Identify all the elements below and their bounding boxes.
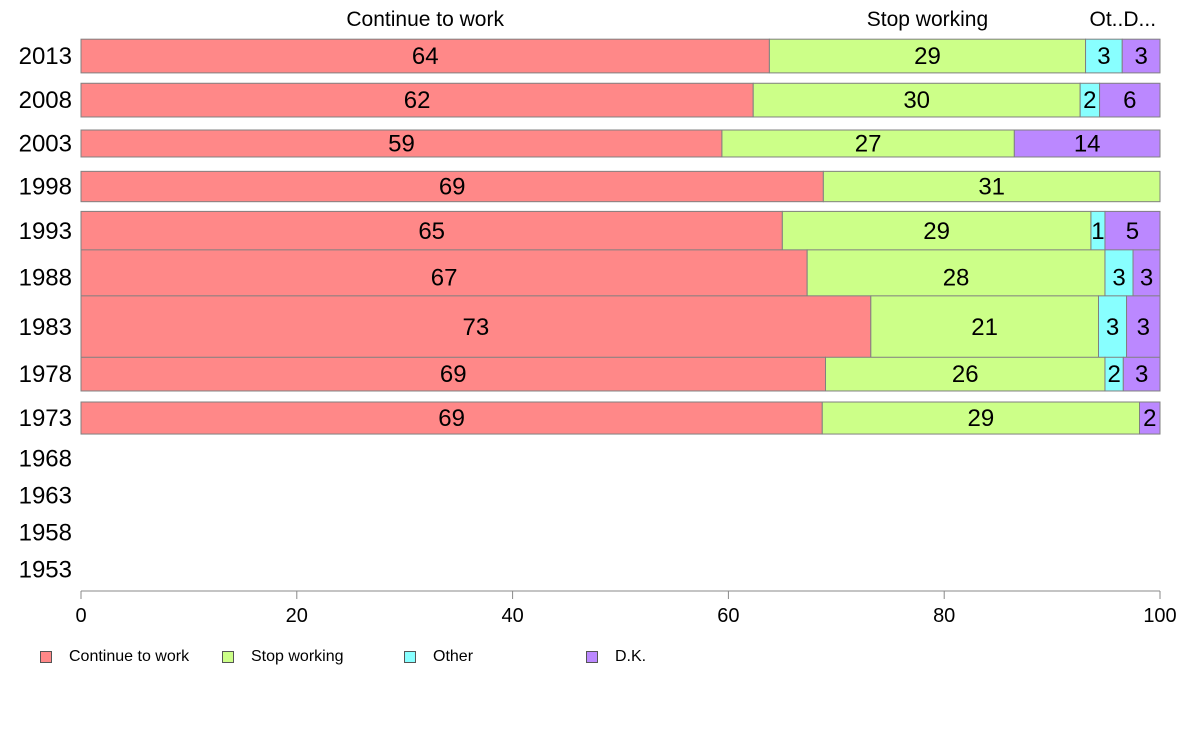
data-label-other-1983: 3 bbox=[1106, 314, 1119, 341]
data-label-other-2013: 3 bbox=[1097, 43, 1110, 70]
data-label-other-1988: 3 bbox=[1112, 265, 1125, 292]
legend-swatch-dk bbox=[586, 651, 598, 663]
data-label-stop-working-1973: 29 bbox=[968, 405, 995, 432]
data-label-stop-working-2003: 27 bbox=[855, 130, 882, 157]
bar-stop-working-1993 bbox=[781, 210, 1092, 251]
data-label-stop-working-1988: 28 bbox=[943, 265, 970, 292]
x-tick-label-20: 20 bbox=[286, 605, 308, 627]
x-tick-label-60: 60 bbox=[717, 605, 739, 627]
bar-d-k-2008 bbox=[1099, 82, 1161, 118]
x-tick-label-100: 100 bbox=[1143, 605, 1176, 627]
bar-continue-to-work-1993 bbox=[80, 210, 783, 251]
bar-d-k-1983 bbox=[1126, 295, 1161, 359]
year-label-1988: 1988 bbox=[19, 265, 72, 292]
bar-d-k-1978 bbox=[1122, 356, 1161, 392]
legend-item-stop-working: Stop working bbox=[222, 647, 344, 667]
data-label-stop-working-1993: 29 bbox=[923, 218, 950, 245]
year-label-1983: 1983 bbox=[19, 314, 72, 341]
data-label-d-k-1988: 3 bbox=[1140, 265, 1153, 292]
data-label-stop-working-2008: 30 bbox=[903, 87, 930, 114]
year-label-1973: 1973 bbox=[19, 405, 72, 432]
year-label-2013: 2013 bbox=[19, 43, 72, 70]
legend-label-continue-to-work: Continue to work bbox=[69, 648, 190, 665]
x-tick-label-0: 0 bbox=[75, 605, 86, 627]
bar-continue-to-work-1998 bbox=[80, 170, 824, 203]
year-label-1993: 1993 bbox=[19, 218, 72, 245]
year-label-1978: 1978 bbox=[19, 361, 72, 388]
year-label-2003: 2003 bbox=[19, 130, 72, 157]
legend-item-dk: D.K. bbox=[586, 647, 646, 667]
data-label-other-1978: 2 bbox=[1107, 361, 1120, 388]
data-label-continue-to-work-1998: 69 bbox=[439, 174, 466, 201]
year-label-1958: 1958 bbox=[19, 519, 72, 546]
top-label-other-dk: Ot..D... bbox=[1090, 8, 1157, 31]
data-label-d-k-1973: 2 bbox=[1143, 405, 1156, 432]
bar-other-2013 bbox=[1085, 38, 1123, 74]
data-label-continue-to-work-2003: 59 bbox=[388, 130, 415, 157]
legend-item-other: Other bbox=[404, 647, 473, 667]
year-label-1998: 1998 bbox=[19, 174, 72, 201]
bar-continue-to-work-1973 bbox=[80, 401, 823, 435]
bar-continue-to-work-2008 bbox=[80, 82, 754, 118]
data-label-stop-working-1978: 26 bbox=[952, 361, 979, 388]
year-label-2008: 2008 bbox=[19, 87, 72, 114]
year-label-1963: 1963 bbox=[19, 482, 72, 509]
data-label-other-1993: 1 bbox=[1091, 218, 1104, 245]
data-label-continue-to-work-1988: 67 bbox=[431, 265, 458, 292]
legend-label-stop-working: Stop working bbox=[251, 648, 344, 665]
x-tick-label-40: 40 bbox=[501, 605, 523, 627]
data-label-d-k-1993: 5 bbox=[1126, 218, 1139, 245]
bar-continue-to-work-1983 bbox=[80, 295, 872, 359]
bar-stop-working-2003 bbox=[721, 129, 1015, 158]
legend-item-continue-to-work: Continue to work bbox=[40, 647, 189, 667]
bar-continue-to-work-1978 bbox=[80, 356, 827, 392]
bar-d-k-1973 bbox=[1138, 401, 1161, 435]
data-label-d-k-2013: 3 bbox=[1134, 43, 1147, 70]
bar-stop-working-1983 bbox=[870, 295, 1099, 359]
data-label-d-k-2008: 6 bbox=[1123, 87, 1136, 114]
bar-d-k-2003 bbox=[1013, 129, 1161, 158]
bar-stop-working-2013 bbox=[768, 38, 1087, 74]
bar-d-k-2013 bbox=[1121, 38, 1161, 74]
data-label-d-k-1983: 3 bbox=[1137, 314, 1150, 341]
data-label-d-k-1978: 3 bbox=[1135, 361, 1148, 388]
x-axis: 0 20 40 60 80 100 bbox=[75, 590, 1177, 627]
legend-swatch-continue-to-work bbox=[40, 651, 52, 663]
legend-label-other: Other bbox=[433, 648, 474, 665]
legend: Continue to work Stop working Other D.K. bbox=[40, 647, 740, 667]
data-label-continue-to-work-1993: 65 bbox=[418, 218, 445, 245]
data-label-stop-working-2013: 29 bbox=[914, 43, 941, 70]
bar-continue-to-work-2003 bbox=[80, 129, 723, 158]
bar-stop-working-1998 bbox=[822, 170, 1161, 203]
data-label-continue-to-work-1978: 69 bbox=[440, 361, 467, 388]
year-label-1953: 1953 bbox=[19, 556, 72, 583]
x-tick-label-80: 80 bbox=[933, 605, 955, 627]
bar-d-k-1993 bbox=[1104, 210, 1161, 251]
top-label-stop-working: Stop working bbox=[867, 8, 988, 31]
bar-continue-to-work-2013 bbox=[80, 38, 770, 74]
data-label-continue-to-work-1983: 73 bbox=[463, 314, 490, 341]
legend-swatch-other bbox=[404, 651, 416, 663]
top-category-labels: Continue to work Stop working Ot..D... bbox=[346, 8, 1156, 31]
bar-stop-working-1973 bbox=[821, 401, 1140, 435]
data-label-stop-working-1998: 31 bbox=[978, 174, 1005, 201]
data-label-stop-working-1983: 21 bbox=[971, 314, 998, 341]
data-label-d-k-2003: 14 bbox=[1074, 130, 1101, 157]
data-label-other-2008: 2 bbox=[1083, 87, 1096, 114]
data-label-continue-to-work-2013: 64 bbox=[412, 43, 439, 70]
data-label-continue-to-work-1973: 69 bbox=[438, 405, 465, 432]
top-label-continue-to-work: Continue to work bbox=[346, 8, 504, 31]
year-label-1968: 1968 bbox=[19, 445, 72, 472]
data-label-continue-to-work-2008: 62 bbox=[404, 87, 431, 114]
year-axis-labels: 2013 2008 2003 1998 1993 1988 1983 1978 1973 1968… bbox=[19, 43, 72, 583]
legend-swatch-stop-working bbox=[222, 651, 234, 663]
legend-label-dk: D.K. bbox=[615, 648, 647, 665]
bar-stop-working-2008 bbox=[752, 82, 1081, 118]
